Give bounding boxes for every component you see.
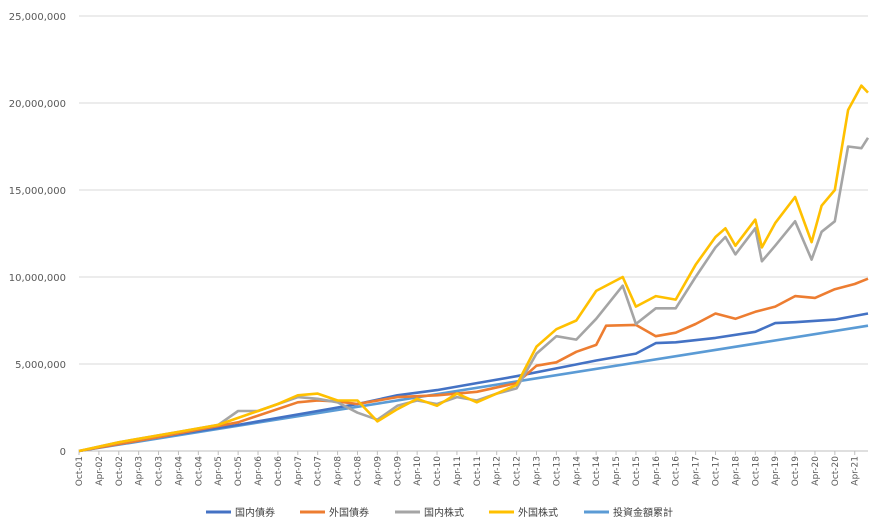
x-tick-label: Apr-16 [652,456,662,486]
x-tick-label: Apr-12 [493,456,503,486]
x-tick-label: Apr-17 [692,456,702,486]
legend-label: 国内株式 [424,506,464,519]
x-tick-label: Oct-11 [473,456,483,486]
x-tick-label: Oct-03 [155,456,165,486]
y-tick-label: 15,000,000 [9,186,66,197]
x-tick-label: Oct-06 [274,456,284,487]
x-tick-label: Apr-09 [373,456,383,486]
x-tick-label: Apr-11 [453,456,463,486]
x-tick-label: Oct-08 [353,456,363,487]
x-axis-ticks: Oct-01 Apr-02 Oct-02 Apr-03 Oct-03 Apr-04 Oct-… [75,451,861,486]
x-tick-label: Oct-14 [592,456,602,487]
series-line-1 [78,277,869,453]
legend-label: 投資金額累計 [613,506,673,519]
x-tick-label: Oct-13 [552,456,562,486]
legend-label: 外国債券 [329,506,369,519]
x-tick-label: Apr-15 [612,456,622,486]
x-tick-label: Apr-20 [811,456,821,486]
legend-label: 外国株式 [518,506,558,519]
x-tick-label: Oct-16 [672,456,682,487]
x-tick-label: Apr-03 [135,456,145,486]
x-tick-label: Apr-14 [572,456,582,486]
x-tick-label: Apr-10 [413,456,423,486]
x-tick-label: Oct-17 [712,456,722,486]
y-axis-ticks: 0 5,000,000 10,000,000 15,000,000 20,000,000… [9,12,66,458]
x-tick-label: Apr-07 [294,456,304,486]
series-line-0 [78,312,869,453]
x-tick-label: Oct-05 [234,456,244,486]
x-tick-label: Apr-05 [214,456,224,486]
x-tick-label: Oct-09 [393,456,403,487]
x-tick-label: Oct-10 [433,456,443,487]
series-line-3 [78,84,869,453]
x-tick-label: Oct-04 [194,456,204,487]
x-tick-label: Apr-02 [95,456,105,486]
y-tick-label: 25,000,000 [9,12,66,23]
legend-label: 国内債券 [235,506,275,519]
series-lines [78,84,870,453]
x-tick-label: Oct-19 [791,456,801,487]
x-tick-label: Oct-15 [632,456,642,486]
series-line-2 [78,137,870,453]
x-tick-label: Apr-21 [851,456,861,486]
y-tick-label: 10,000,000 [9,273,66,284]
y-tick-label: 0 [60,447,66,458]
x-tick-label: Apr-08 [334,456,344,486]
y-tick-label: 20,000,000 [9,99,66,110]
x-tick-label: Oct-02 [115,456,125,486]
x-tick-label: Apr-06 [254,456,264,486]
gridlines [79,15,868,452]
x-tick-label: Apr-18 [731,456,741,486]
x-tick-label: Oct-12 [513,456,523,486]
x-tick-label: Oct-01 [75,456,85,486]
legend: 国内債券 外国債券 国内株式 外国株式 投資金額累計 [206,506,673,519]
x-tick-label: Apr-13 [532,456,542,486]
x-tick-label: Oct-20 [831,456,841,487]
x-tick-label: Oct-07 [314,456,324,486]
x-tick-label: Apr-04 [174,456,184,486]
x-tick-label: Apr-19 [771,456,781,486]
y-tick-label: 5,000,000 [15,360,66,371]
x-tick-label: Oct-18 [751,456,761,487]
